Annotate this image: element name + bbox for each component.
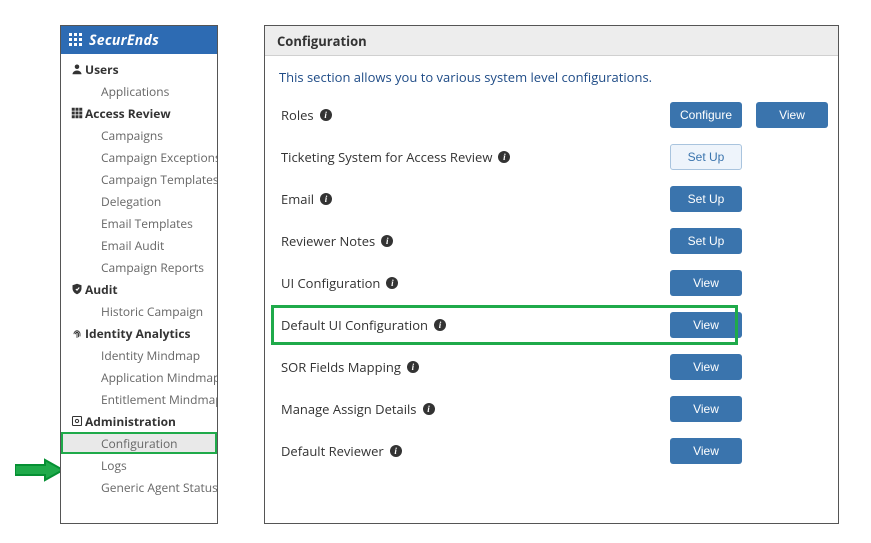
sidebar-item-users[interactable]: Users xyxy=(61,58,217,80)
sidebar-item-logs[interactable]: Logs xyxy=(61,454,217,476)
config-row-label: Default UI Configurationi xyxy=(281,316,670,334)
config-row-default-reviewer: Default RevieweriView xyxy=(275,430,828,472)
brand-label: SecurEnds xyxy=(89,31,159,50)
set-up-button[interactable]: Set Up xyxy=(670,186,742,212)
shield-icon xyxy=(71,283,83,295)
config-row-email: EmailiSet Up xyxy=(275,178,828,220)
info-icon[interactable]: i xyxy=(381,235,393,247)
sidebar-item-label: Identity Analytics xyxy=(85,325,190,342)
sidebar-item-label: Administration xyxy=(85,413,176,430)
config-row-label: Manage Assign Detailsi xyxy=(281,400,670,418)
view-button[interactable]: View xyxy=(670,312,742,338)
sidebar-item-historic-campaign[interactable]: Historic Campaign xyxy=(61,300,217,322)
config-row-ticketing-system-for-access-review: Ticketing System for Access ReviewiSet U… xyxy=(275,136,828,178)
sidebar-item-label: Users xyxy=(85,61,119,78)
sidebar-item-label: Logs xyxy=(101,457,127,474)
sidebar-item-delegation[interactable]: Delegation xyxy=(61,190,217,212)
sidebar-item-generic-agent-status[interactable]: Generic Agent Status xyxy=(61,476,217,498)
main-panel: Configuration This section allows you to… xyxy=(264,25,839,524)
config-row-label: SOR Fields Mappingi xyxy=(281,358,670,376)
sidebar-item-access-review[interactable]: Access Review xyxy=(61,102,217,124)
config-row-ui-configuration: UI ConfigurationiView xyxy=(275,262,828,304)
callout-arrow-sidebar xyxy=(15,458,65,482)
config-row-label: Reviewer Notesi xyxy=(281,232,670,250)
sidebar-panel: SecurEnds Users Applications Access Review… xyxy=(60,25,218,524)
config-row-label: Ticketing System for Access Reviewi xyxy=(281,148,670,166)
config-row-label: UI Configurationi xyxy=(281,274,670,292)
view-button[interactable]: View xyxy=(670,438,742,464)
config-row-roles: RolesiConfigure View xyxy=(275,94,828,136)
sidebar-item-label: Audit xyxy=(85,281,118,298)
sidebar-item-applications[interactable]: Applications xyxy=(61,80,217,102)
sidebar-list: Users Applications Access Review Campaigns C… xyxy=(61,54,217,504)
config-row-label: Emaili xyxy=(281,190,670,208)
sidebar-item-label: Applications xyxy=(101,83,169,100)
sidebar-item-identity-analytics[interactable]: Identity Analytics xyxy=(61,322,217,344)
sidebar-item-audit[interactable]: Audit xyxy=(61,278,217,300)
sidebar-item-administration[interactable]: Administration xyxy=(61,410,217,432)
config-row-label: Rolesi xyxy=(281,106,670,124)
configure-button[interactable]: Configure xyxy=(670,102,742,128)
view-button[interactable]: View xyxy=(756,102,828,128)
grid-icon xyxy=(71,107,83,119)
panel-header: Configuration xyxy=(265,26,838,56)
sidebar-item-label: Application Mindmap xyxy=(101,369,217,386)
sidebar-item-label: Access Review xyxy=(85,105,171,122)
fingerprint-icon xyxy=(71,327,83,339)
sidebar-header: SecurEnds xyxy=(61,26,217,54)
config-row-sor-fields-mapping: SOR Fields MappingiView xyxy=(275,346,828,388)
config-row-manage-assign-details: Manage Assign DetailsiView xyxy=(275,388,828,430)
view-button[interactable]: View xyxy=(670,354,742,380)
sidebar-item-campaign-reports[interactable]: Campaign Reports xyxy=(61,256,217,278)
config-row-label: Default Revieweri xyxy=(281,442,670,460)
sidebar-item-email-templates[interactable]: Email Templates xyxy=(61,212,217,234)
config-row-default-ui-configuration: Default UI ConfigurationiView xyxy=(275,304,828,346)
sidebar-item-label: Configuration xyxy=(101,435,178,452)
view-button[interactable]: View xyxy=(670,270,742,296)
panel-title: Configuration xyxy=(277,32,367,50)
app-menu-icon[interactable] xyxy=(69,33,83,47)
info-icon[interactable]: i xyxy=(386,277,398,289)
sidebar-item-label: Delegation xyxy=(101,193,161,210)
sidebar-item-label: Identity Mindmap xyxy=(101,347,200,364)
info-icon[interactable]: i xyxy=(320,109,332,121)
sidebar-item-configuration[interactable]: Configuration xyxy=(61,432,217,454)
set-up-button[interactable]: Set Up xyxy=(670,228,742,254)
gear-icon xyxy=(71,415,83,427)
sidebar-item-label: Generic Agent Status xyxy=(101,479,217,496)
info-icon[interactable]: i xyxy=(434,319,446,331)
sidebar-item-label: Email Audit xyxy=(101,237,164,254)
sidebar-item-identity-mindmap[interactable]: Identity Mindmap xyxy=(61,344,217,366)
sidebar-item-campaign-templates[interactable]: Campaign Templates xyxy=(61,168,217,190)
person-icon xyxy=(71,63,83,75)
sidebar-item-label: Campaigns xyxy=(101,127,163,144)
sidebar-item-label: Email Templates xyxy=(101,215,193,232)
info-icon[interactable]: i xyxy=(407,361,419,373)
sidebar-item-application-mindmap[interactable]: Application Mindmap xyxy=(61,366,217,388)
sidebar-item-campaigns[interactable]: Campaigns xyxy=(61,124,217,146)
config-rows: RolesiConfigure View Ticketing System for … xyxy=(265,94,838,472)
sidebar-item-campaign-exceptions[interactable]: Campaign Exceptions xyxy=(61,146,217,168)
sidebar-item-label: Campaign Templates xyxy=(101,171,217,188)
sidebar-item-label: Entitlement Mindmap xyxy=(101,391,217,408)
config-row-reviewer-notes: Reviewer NotesiSet Up xyxy=(275,220,828,262)
sidebar-item-label: Historic Campaign xyxy=(101,303,203,320)
info-icon[interactable]: i xyxy=(320,193,332,205)
sidebar-item-label: Campaign Reports xyxy=(101,259,204,276)
sidebar-item-email-audit[interactable]: Email Audit xyxy=(61,234,217,256)
view-button[interactable]: View xyxy=(670,396,742,422)
set-up-button[interactable]: Set Up xyxy=(670,144,742,170)
info-icon[interactable]: i xyxy=(390,445,402,457)
info-icon[interactable]: i xyxy=(498,151,510,163)
panel-description: This section allows you to various syste… xyxy=(265,56,838,94)
sidebar-item-entitlement-mindmap[interactable]: Entitlement Mindmap xyxy=(61,388,217,410)
info-icon[interactable]: i xyxy=(423,403,435,415)
sidebar-item-label: Campaign Exceptions xyxy=(101,149,217,166)
